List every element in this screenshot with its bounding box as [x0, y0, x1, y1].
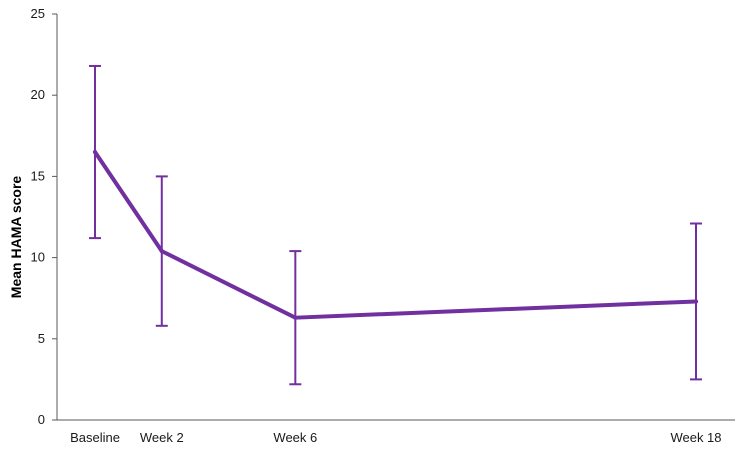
x-tick-label: Week 18	[670, 430, 721, 445]
x-axis-labels: Baseline Week 2 Week 6 Week 18	[70, 430, 721, 445]
error-bars	[89, 64, 702, 386]
data-point	[293, 315, 298, 320]
y-tick-label: 0	[38, 412, 45, 427]
y-tick-label: 5	[38, 331, 45, 346]
data-point	[159, 249, 164, 254]
data-point	[694, 299, 698, 304]
data-point	[93, 150, 97, 155]
y-axis-ticks: 0 5 10 15 20 25	[31, 6, 57, 427]
axes	[56, 14, 735, 421]
y-tick-label: 15	[31, 168, 45, 183]
y-tick-label: 10	[31, 250, 45, 265]
y-tick-label: 20	[31, 87, 45, 102]
x-tick-label: Baseline	[70, 430, 120, 445]
x-tick-label: Week 6	[273, 430, 317, 445]
series-line	[93, 150, 698, 320]
series-line-group	[93, 150, 698, 320]
y-tick-label: 25	[31, 6, 45, 21]
x-tick-label: Week 2	[140, 430, 184, 445]
y-axis-title: Mean HAMA score	[8, 176, 24, 299]
